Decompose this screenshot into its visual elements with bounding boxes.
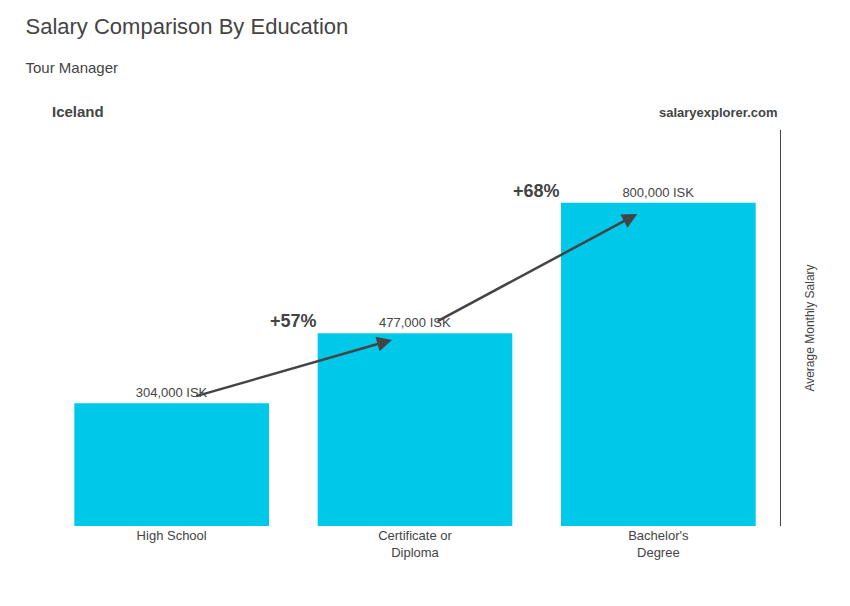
svg-text:+68%: +68%: [513, 181, 560, 201]
svg-text:Bachelor'sDegree: Bachelor'sDegree: [628, 528, 689, 560]
svg-text:800,000 ISK: 800,000 ISK: [622, 185, 694, 200]
svg-text:salaryexplorer.com: salaryexplorer.com: [659, 105, 778, 120]
svg-text:304,000 ISK: 304,000 ISK: [136, 385, 208, 400]
svg-text:High School: High School: [137, 528, 207, 543]
svg-text:Iceland: Iceland: [52, 103, 104, 120]
svg-text:477,000 ISK: 477,000 ISK: [379, 315, 451, 330]
svg-text:Average Monthly Salary: Average Monthly Salary: [803, 264, 817, 391]
svg-text:+57%: +57%: [270, 311, 317, 331]
svg-text:Certificate orDiploma: Certificate orDiploma: [378, 528, 452, 560]
svg-text:Tour Manager: Tour Manager: [26, 59, 119, 76]
svg-text:Salary Comparison By Education: Salary Comparison By Education: [26, 14, 349, 39]
